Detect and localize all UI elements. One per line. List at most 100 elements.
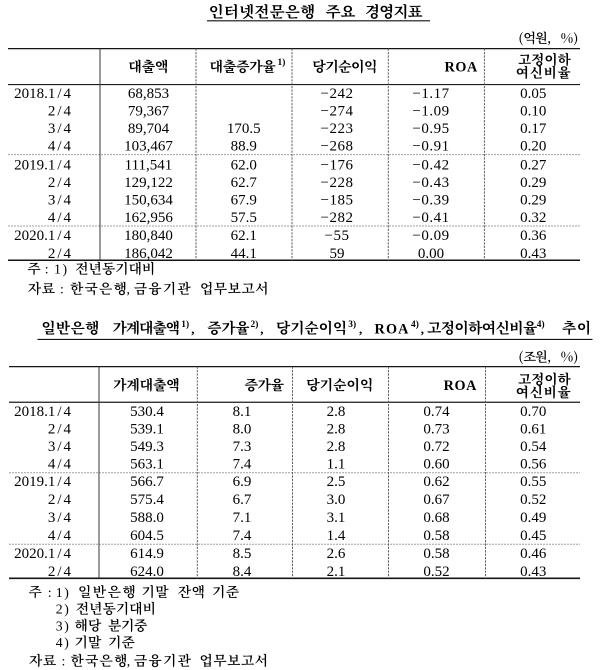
svg-text:1): 1) [278,57,286,68]
svg-text:7.4: 7.4 [233,456,252,472]
svg-text:3/4: 3/4 [48,439,72,455]
svg-text:2019.1/4: 2019.1/4 [14,157,71,173]
svg-text:0.74: 0.74 [423,404,450,420]
svg-text:−0.42: −0.42 [412,157,449,173]
svg-text:62.1: 62.1 [231,228,257,244]
svg-text:−242: −242 [321,86,354,102]
svg-text:0.52: 0.52 [423,564,449,580]
svg-text:170.5: 170.5 [227,121,261,137]
svg-text:0.49: 0.49 [520,510,546,526]
svg-text:530.4: 530.4 [130,404,164,420]
svg-text:575.4: 575.4 [130,492,164,508]
svg-text:3): 3) [348,319,356,330]
svg-text:4/4: 4/4 [48,139,72,155]
svg-text:549.3: 549.3 [130,439,164,455]
svg-text:2.1: 2.1 [327,564,346,580]
svg-text:1.4: 1.4 [327,528,346,544]
svg-text:0.36: 0.36 [520,228,547,244]
svg-text::: : [48,585,52,600]
svg-text:0.32: 0.32 [520,210,546,226]
svg-text:0.27: 0.27 [520,157,547,173]
svg-text:7.3: 7.3 [233,439,252,455]
svg-text:2/4: 2/4 [48,175,72,191]
svg-text:88.9: 88.9 [231,139,257,155]
svg-text:3): 3) [56,618,71,634]
svg-text:8.1: 8.1 [233,404,252,420]
svg-text:180,840: 180,840 [124,228,173,244]
svg-text:44.1: 44.1 [231,246,257,262]
svg-text:0.70: 0.70 [520,404,546,420]
svg-text::: : [62,654,66,669]
svg-text:2.8: 2.8 [327,422,346,438]
svg-text:67.9: 67.9 [231,192,257,208]
svg-text:−55: −55 [325,228,350,244]
svg-text:−268: −268 [321,139,354,155]
svg-text:4): 4) [411,319,419,330]
svg-text:−0.43: −0.43 [412,175,449,191]
svg-text:4): 4) [56,635,71,651]
svg-text:8.5: 8.5 [233,546,252,562]
svg-text:539.1: 539.1 [130,422,164,438]
svg-text:−274: −274 [321,104,354,120]
svg-text:,: , [421,321,424,336]
svg-text:2): 2) [251,319,259,330]
svg-text:0.72: 0.72 [423,439,449,455]
svg-text:0.68: 0.68 [423,510,449,526]
svg-text:1): 1) [54,262,69,278]
svg-text:59: 59 [330,246,345,262]
svg-text:2.8: 2.8 [327,404,346,420]
svg-text:0.20: 0.20 [520,139,546,155]
svg-text:162,956: 162,956 [124,210,173,226]
svg-text:0.73: 0.73 [423,422,449,438]
svg-text:129,122: 129,122 [124,175,173,191]
svg-text:7.4: 7.4 [233,528,252,544]
svg-text:604.5: 604.5 [130,528,164,544]
svg-text:0.10: 0.10 [520,104,546,120]
svg-text:1.1: 1.1 [327,456,346,472]
svg-text:68,853: 68,853 [128,86,169,102]
svg-text:0.43: 0.43 [520,246,546,262]
svg-text:0.54: 0.54 [520,439,547,455]
svg-text::: : [60,282,64,297]
svg-text:−1.17: −1.17 [412,86,449,102]
svg-text::: : [45,262,49,277]
svg-text:0.58: 0.58 [423,546,449,562]
svg-text:103,467: 103,467 [124,139,173,155]
svg-text:0.58: 0.58 [423,528,449,544]
svg-text:0.52: 0.52 [520,492,546,508]
svg-text:,: , [191,321,194,336]
svg-text:2.5: 2.5 [327,474,346,490]
svg-text:111,541: 111,541 [125,157,173,173]
svg-text:6.9: 6.9 [233,474,252,490]
svg-text:588.0: 588.0 [130,510,164,526]
svg-text:0.56: 0.56 [520,456,547,472]
svg-text:,: , [127,282,130,297]
svg-text:186,042: 186,042 [124,246,173,262]
svg-text:2019.1/4: 2019.1/4 [14,474,71,490]
svg-text:0.55: 0.55 [520,474,546,490]
svg-text:1): 1) [181,319,189,330]
svg-text:2018.1/4: 2018.1/4 [14,86,71,102]
svg-text:−0.39: −0.39 [412,192,449,208]
svg-text:−176: −176 [321,157,354,173]
svg-text:2/4: 2/4 [48,422,72,438]
svg-text:,: , [359,321,362,336]
svg-text:2020.1/4: 2020.1/4 [14,228,71,244]
svg-text:150,634: 150,634 [124,192,173,208]
svg-text:0.60: 0.60 [423,456,449,472]
svg-text:0.05: 0.05 [520,86,546,102]
svg-text:7.1: 7.1 [233,510,252,526]
svg-text:−185: −185 [321,192,354,208]
svg-text:−0.95: −0.95 [412,121,449,137]
svg-text:0.43: 0.43 [520,564,546,580]
svg-text:4/4: 4/4 [48,210,72,226]
svg-text:79,367: 79,367 [128,104,170,120]
svg-text:2/4: 2/4 [48,564,72,580]
svg-text:2/4: 2/4 [48,492,72,508]
svg-text:0.61: 0.61 [520,422,546,438]
svg-text:57.5: 57.5 [231,210,257,226]
svg-text:4): 4) [537,319,545,330]
svg-text:566.7: 566.7 [130,474,164,490]
svg-text:−282: −282 [321,210,354,226]
svg-text:−0.91: −0.91 [412,139,449,155]
